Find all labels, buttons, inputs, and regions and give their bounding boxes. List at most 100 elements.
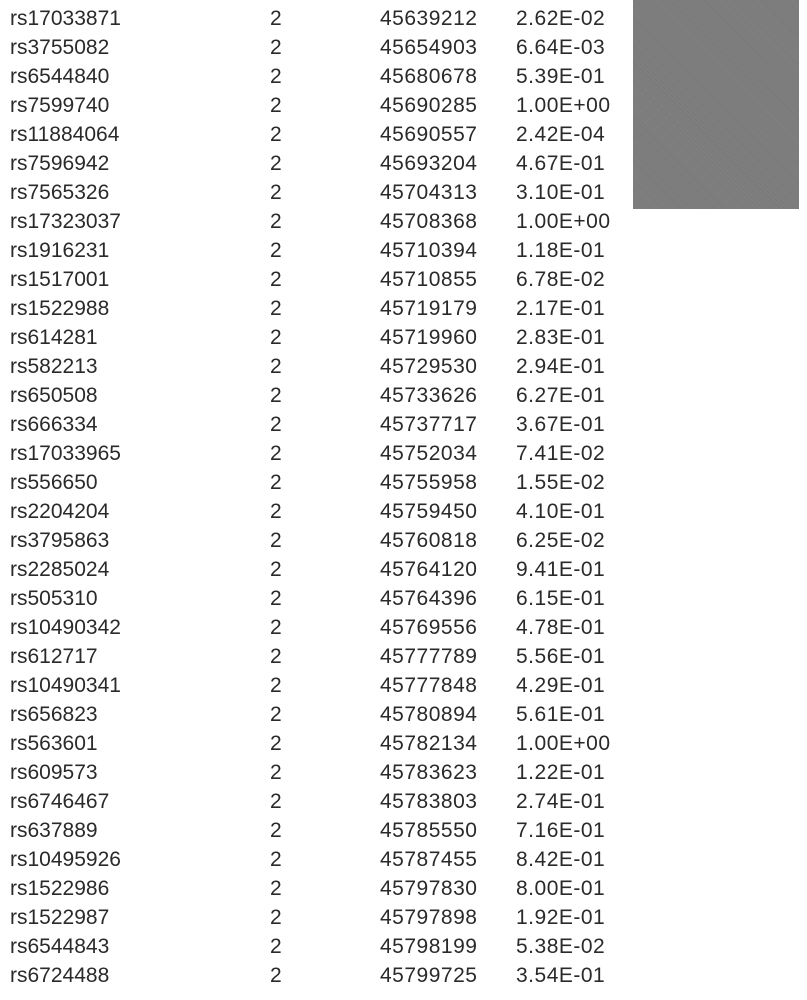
cell-chromosome: 2 — [270, 671, 380, 700]
table-row: rs75997402456902851.00E+00 — [10, 91, 636, 120]
cell-pvalue: 7.16E-01 — [516, 816, 636, 845]
cell-pvalue: 9.41E-01 — [516, 555, 636, 584]
cell-position: 45787455 — [380, 845, 516, 874]
cell-chromosome: 2 — [270, 932, 380, 961]
cell-snp-id: rs17033871 — [10, 4, 270, 33]
table-row: rs37550822456549036.64E-03 — [10, 33, 636, 62]
cell-snp-id: rs1522988 — [10, 294, 270, 323]
cell-snp-id: rs666334 — [10, 410, 270, 439]
table-row: rs75653262457043133.10E-01 — [10, 178, 636, 207]
cell-pvalue: 3.67E-01 — [516, 410, 636, 439]
table-row: rs173230372457083681.00E+00 — [10, 207, 636, 236]
cell-snp-id: rs6544843 — [10, 932, 270, 961]
cell-position: 45783623 — [380, 758, 516, 787]
cell-snp-id: rs556650 — [10, 468, 270, 497]
cell-pvalue: 2.83E-01 — [516, 323, 636, 352]
cell-position: 45760818 — [380, 526, 516, 555]
cell-position: 45782134 — [380, 729, 516, 758]
cell-chromosome: 2 — [270, 120, 380, 149]
cell-position: 45755958 — [380, 468, 516, 497]
table-row: rs37958632457608186.25E-02 — [10, 526, 636, 555]
table-row: rs5566502457559581.55E-02 — [10, 468, 636, 497]
cell-pvalue: 6.64E-03 — [516, 33, 636, 62]
cell-snp-id: rs17323037 — [10, 207, 270, 236]
cell-position: 45769556 — [380, 613, 516, 642]
table-row: rs6378892457855507.16E-01 — [10, 816, 636, 845]
cell-pvalue: 1.92E-01 — [516, 903, 636, 932]
cell-pvalue: 8.42E-01 — [516, 845, 636, 874]
cell-snp-id: rs3795863 — [10, 526, 270, 555]
cell-chromosome: 2 — [270, 584, 380, 613]
cell-pvalue: 1.00E+00 — [516, 91, 636, 120]
cell-chromosome: 2 — [270, 381, 380, 410]
table-row: rs104959262457874558.42E-01 — [10, 845, 636, 874]
cell-chromosome: 2 — [270, 439, 380, 468]
cell-snp-id: rs2204204 — [10, 497, 270, 526]
table-row: rs67464672457838032.74E-01 — [10, 787, 636, 816]
table-row: rs104903422457695564.78E-01 — [10, 613, 636, 642]
cell-position: 45783803 — [380, 787, 516, 816]
table-row: rs65448402456806785.39E-01 — [10, 62, 636, 91]
cell-snp-id: rs563601 — [10, 729, 270, 758]
cell-pvalue: 1.00E+00 — [516, 729, 636, 758]
cell-position: 45797898 — [380, 903, 516, 932]
cell-position: 45799725 — [380, 961, 516, 990]
cell-position: 45690557 — [380, 120, 516, 149]
cell-chromosome: 2 — [270, 62, 380, 91]
cell-chromosome: 2 — [270, 903, 380, 932]
cell-position: 45719960 — [380, 323, 516, 352]
cell-chromosome: 2 — [270, 178, 380, 207]
cell-snp-id: rs609573 — [10, 758, 270, 787]
cell-chromosome: 2 — [270, 410, 380, 439]
table-row: rs22042042457594504.10E-01 — [10, 497, 636, 526]
cell-position: 45693204 — [380, 149, 516, 178]
cell-position: 45764396 — [380, 584, 516, 613]
cell-snp-id: rs3755082 — [10, 33, 270, 62]
table-row: rs6568232457808945.61E-01 — [10, 700, 636, 729]
cell-position: 45733626 — [380, 381, 516, 410]
cell-position: 45777789 — [380, 642, 516, 671]
cell-snp-id: rs650508 — [10, 381, 270, 410]
cell-position: 45710855 — [380, 265, 516, 294]
table-row: rs6505082457336266.27E-01 — [10, 381, 636, 410]
table-row: rs170338712456392122.62E-02 — [10, 4, 636, 33]
cell-snp-id: rs505310 — [10, 584, 270, 613]
cell-snp-id: rs612717 — [10, 642, 270, 671]
cell-position: 45777848 — [380, 671, 516, 700]
cell-chromosome: 2 — [270, 33, 380, 62]
cell-snp-id: rs7599740 — [10, 91, 270, 120]
cell-pvalue: 8.00E-01 — [516, 874, 636, 903]
cell-position: 45737717 — [380, 410, 516, 439]
cell-snp-id: rs1517001 — [10, 265, 270, 294]
cell-snp-id: rs10490342 — [10, 613, 270, 642]
cell-pvalue: 6.78E-02 — [516, 265, 636, 294]
cell-pvalue: 5.56E-01 — [516, 642, 636, 671]
cell-chromosome: 2 — [270, 787, 380, 816]
cell-position: 45752034 — [380, 439, 516, 468]
cell-pvalue: 1.00E+00 — [516, 207, 636, 236]
cell-chromosome: 2 — [270, 294, 380, 323]
snp-table: rs170338712456392122.62E-02rs37550822456… — [10, 4, 636, 990]
cell-snp-id: rs6544840 — [10, 62, 270, 91]
cell-snp-id: rs1916231 — [10, 236, 270, 265]
cell-chromosome: 2 — [270, 236, 380, 265]
cell-chromosome: 2 — [270, 323, 380, 352]
table-row: rs5053102457643966.15E-01 — [10, 584, 636, 613]
cell-chromosome: 2 — [270, 758, 380, 787]
cell-position: 45729530 — [380, 352, 516, 381]
table-row: rs22850242457641209.41E-01 — [10, 555, 636, 584]
cell-chromosome: 2 — [270, 468, 380, 497]
cell-snp-id: rs582213 — [10, 352, 270, 381]
cell-position: 45690285 — [380, 91, 516, 120]
table-row: rs5822132457295302.94E-01 — [10, 352, 636, 381]
cell-snp-id: rs10490341 — [10, 671, 270, 700]
cell-pvalue: 4.29E-01 — [516, 671, 636, 700]
table-row: rs170339652457520347.41E-02 — [10, 439, 636, 468]
cell-snp-id: rs1522986 — [10, 874, 270, 903]
table-row: rs15229872457978981.92E-01 — [10, 903, 636, 932]
cell-position: 45797830 — [380, 874, 516, 903]
cell-pvalue: 4.10E-01 — [516, 497, 636, 526]
cell-snp-id: rs2285024 — [10, 555, 270, 584]
cell-pvalue: 6.15E-01 — [516, 584, 636, 613]
cell-chromosome: 2 — [270, 642, 380, 671]
